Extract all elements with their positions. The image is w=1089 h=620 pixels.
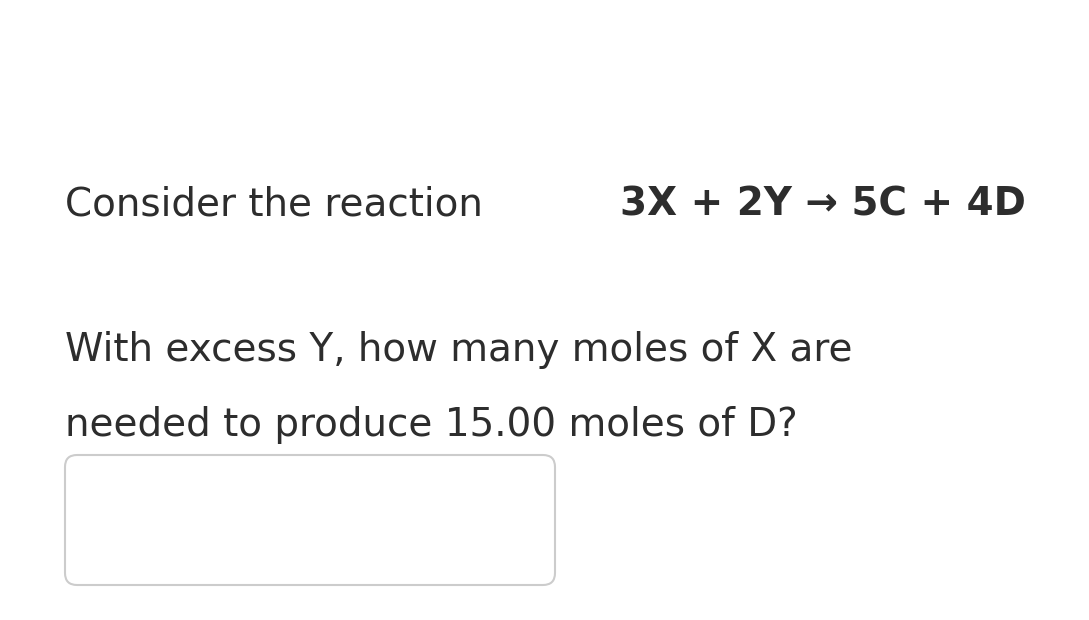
Text: 3X + 2Y → 5C + 4D: 3X + 2Y → 5C + 4D xyxy=(620,186,1026,224)
Text: needed to produce 15.00 moles of D?: needed to produce 15.00 moles of D? xyxy=(65,406,798,444)
Text: Consider the reaction: Consider the reaction xyxy=(65,186,495,224)
Text: With excess Y, how many moles of X are: With excess Y, how many moles of X are xyxy=(65,331,853,369)
FancyBboxPatch shape xyxy=(65,455,555,585)
